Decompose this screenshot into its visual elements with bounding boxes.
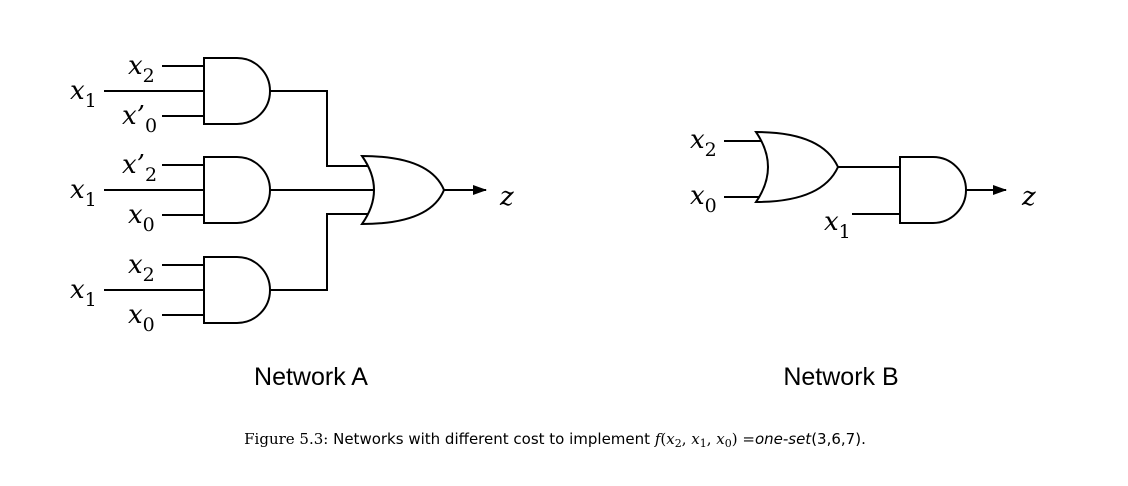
label-x2: x2 — [128, 51, 155, 87]
network-a-or-gate — [360, 154, 446, 226]
wire-and1-to-or — [270, 90, 368, 167]
wire-and3-to-or — [270, 213, 368, 291]
network-a-title: Network A — [254, 363, 368, 391]
network-b-and-gate — [899, 156, 967, 224]
label-output-z: z — [499, 182, 514, 212]
and-gate-symbol — [203, 57, 271, 125]
network-a-and-gate-2 — [104, 156, 271, 224]
label-output-z: z — [1021, 182, 1036, 212]
label-x1: x1 — [70, 175, 97, 211]
label-x1: x1 — [70, 76, 97, 112]
label-x0: x0 — [128, 200, 155, 236]
network-a-and-gate-1 — [104, 57, 271, 125]
label-x1: x1 — [70, 275, 97, 311]
network-a-and-gate-3 — [104, 256, 271, 324]
label-x2: x2 — [690, 125, 717, 161]
network-b: x2 x0 x1 z Network B — [690, 125, 1036, 391]
network-b-or-gate — [754, 130, 840, 204]
label-x0: x0 — [128, 300, 155, 336]
network-a: x2 x1 x’0 x’2 x1 x0 x2 x1 x0 z Network A — [70, 51, 514, 391]
label-x0-prime: x’0 — [122, 101, 157, 137]
label-x1: x1 — [824, 207, 851, 243]
and-gate-symbol — [203, 256, 271, 324]
label-x2: x2 — [128, 250, 155, 286]
and-gate-symbol — [203, 156, 271, 224]
figure-caption: Figure 5.3: Networks with different cost… — [244, 430, 866, 450]
label-x0: x0 — [690, 181, 717, 217]
network-b-title: Network B — [783, 363, 898, 391]
label-x2-prime: x’2 — [122, 150, 157, 186]
